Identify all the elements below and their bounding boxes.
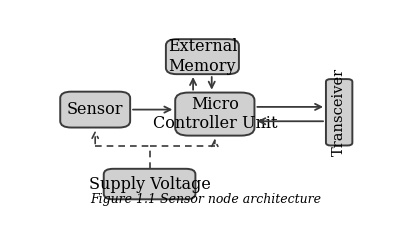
- Text: Transceiver: Transceiver: [332, 68, 346, 156]
- FancyBboxPatch shape: [175, 93, 255, 136]
- Text: Supply Voltage: Supply Voltage: [89, 175, 211, 192]
- FancyBboxPatch shape: [326, 79, 352, 145]
- Text: External
Memory: External Memory: [168, 38, 237, 75]
- FancyBboxPatch shape: [60, 92, 130, 127]
- Text: Micro
Controller Unit: Micro Controller Unit: [153, 96, 277, 132]
- FancyBboxPatch shape: [166, 39, 239, 74]
- Text: Figure 1.1 Sensor node architecture: Figure 1.1 Sensor node architecture: [90, 193, 321, 206]
- FancyBboxPatch shape: [104, 169, 195, 199]
- Text: Sensor: Sensor: [67, 101, 124, 118]
